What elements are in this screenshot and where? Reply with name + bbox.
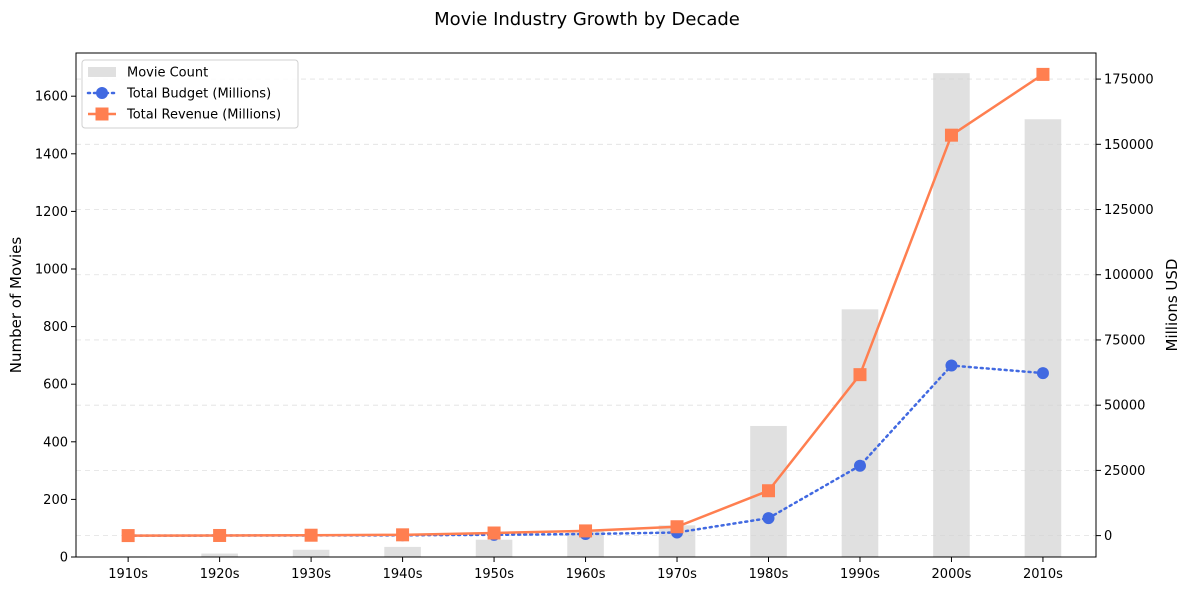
bar-2010s — [1024, 119, 1062, 558]
y-tick-label-left: 600 — [43, 378, 68, 393]
line-total-revenue — [128, 73, 1044, 537]
y-tick-label-left: 0 — [60, 551, 68, 566]
point-total-budget — [1036, 367, 1049, 380]
legend-key-marker — [96, 87, 108, 99]
x-tick-label: 1990s — [840, 567, 880, 582]
point-total-revenue — [579, 524, 593, 538]
bar-1940s — [384, 546, 421, 557]
x-tick-label: 2010s — [1023, 567, 1063, 582]
legend-key-marker — [95, 107, 109, 121]
y-tick-label-right: 175000 — [1104, 73, 1154, 88]
x-tick-label: 1950s — [474, 567, 514, 582]
legend: Movie Count Total Budget (Millions) Total … — [81, 59, 299, 129]
grid-lines — [76, 78, 1096, 537]
x-tick-label: 1960s — [566, 567, 606, 582]
point-total-revenue — [853, 368, 867, 382]
bar-2000s — [933, 73, 970, 557]
point-total-revenue — [121, 529, 135, 543]
legend-key-bar — [88, 67, 116, 77]
y-tick-label-left: 1200 — [35, 205, 68, 220]
y-tick-label-right: 150000 — [1104, 138, 1154, 153]
y-tick-label-left: 400 — [43, 435, 68, 450]
point-total-revenue — [1036, 67, 1050, 81]
bar-series-movie-count — [109, 73, 1062, 558]
point-total-revenue — [213, 528, 227, 542]
y-tick-label-left: 200 — [43, 493, 68, 508]
point-total-revenue — [396, 528, 410, 542]
legend-label: Total Revenue (Millions) — [126, 108, 281, 123]
point-total-budget — [762, 512, 775, 525]
bar-1920s — [201, 553, 238, 557]
bar-1930s — [292, 549, 330, 557]
y-tick-label-right: 0 — [1104, 529, 1112, 544]
y-tick-label-right: 125000 — [1104, 203, 1154, 218]
y-tick-label-right: 50000 — [1104, 399, 1145, 414]
legend-label: Movie Count — [127, 66, 208, 81]
x-tick-label: 1920s — [200, 567, 240, 582]
x-tick-label: 1910s — [108, 567, 148, 582]
point-total-budget — [945, 359, 958, 372]
x-tick-label: 1940s — [383, 567, 423, 582]
x-tick-label: 1930s — [291, 567, 331, 582]
y-tick-label-right: 25000 — [1104, 464, 1145, 479]
legend-box — [81, 59, 299, 129]
x-tick-label: 1980s — [749, 567, 789, 582]
point-total-revenue — [487, 526, 501, 540]
y-tick-label-right: 100000 — [1104, 268, 1154, 283]
y-tick-label-right: 75000 — [1104, 333, 1145, 348]
chart-title: Movie Industry Growth by Decade — [434, 9, 740, 30]
y-tick-label-left: 1600 — [35, 90, 68, 105]
line-series — [121, 67, 1050, 543]
y-tick-label-left: 800 — [43, 320, 68, 335]
x-tick-label: 2000s — [932, 567, 972, 582]
y-axis-title-left: Number of Movies — [7, 237, 25, 374]
bar-1950s — [475, 539, 513, 557]
point-total-budget — [853, 459, 866, 472]
y-axis-title-right: Millions USD — [1163, 259, 1181, 352]
line-total-budget — [126, 364, 1045, 537]
y-tick-label-left: 1000 — [35, 263, 68, 278]
point-total-revenue — [304, 528, 318, 542]
x-tick-label: 1970s — [657, 567, 697, 582]
point-total-revenue — [762, 484, 776, 498]
point-total-revenue — [670, 520, 684, 534]
bar-1990s — [841, 309, 879, 557]
point-total-revenue — [944, 128, 958, 142]
legend-label: Total Budget (Millions) — [126, 87, 271, 102]
y-tick-label-left: 1400 — [35, 147, 68, 162]
axes: 1910s 1920s 1930s 1940s 1950s 1960s 1970s 1980s… — [35, 73, 1154, 582]
